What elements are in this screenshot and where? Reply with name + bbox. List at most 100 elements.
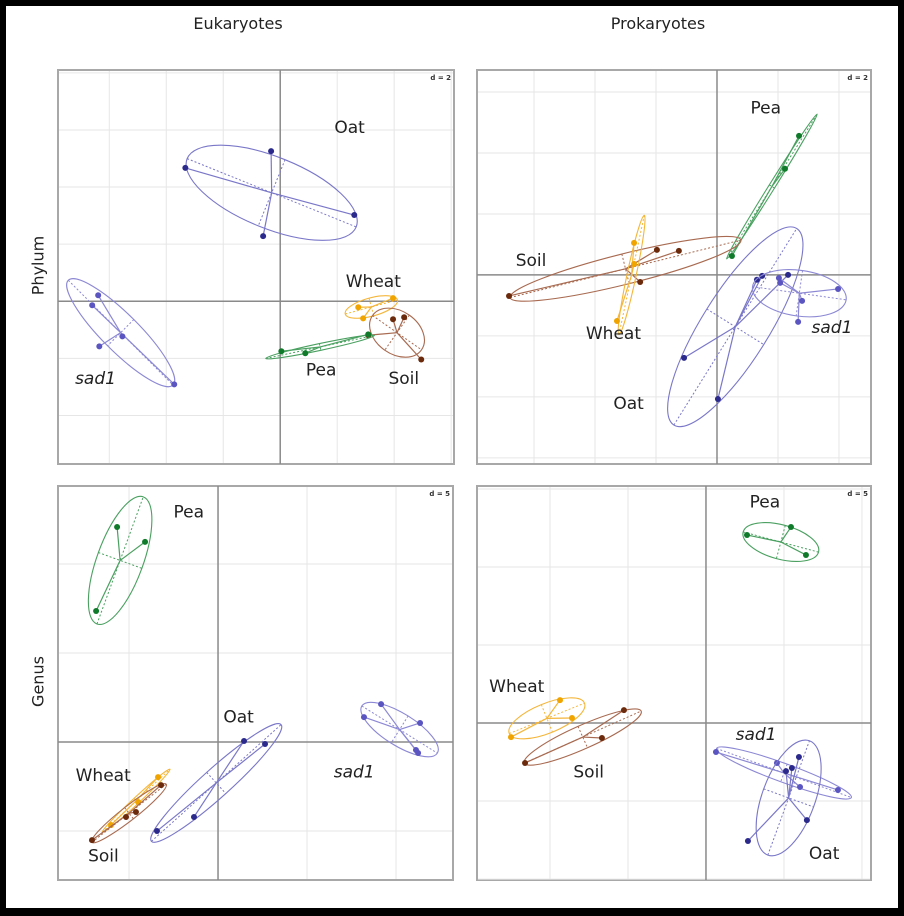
data-point-oat: [241, 737, 248, 744]
data-point-sad1: [119, 333, 126, 340]
group-label-wheat: Wheat: [489, 677, 544, 697]
data-point-sad1: [95, 292, 102, 299]
data-point-sad1: [834, 786, 841, 793]
data-point-sad1: [797, 784, 804, 791]
ellipse-major-axis: [673, 228, 798, 426]
ellipse-major-axis: [345, 299, 398, 315]
data-point-pea: [114, 523, 121, 530]
star-segment: [797, 293, 800, 322]
data-point-oat: [795, 754, 802, 761]
data-point-oat: [788, 764, 795, 771]
data-point-sad1: [417, 719, 424, 726]
ellipse-minor-axis: [621, 253, 630, 284]
group-label-oat: Oat: [334, 118, 365, 138]
group-sad1: sad1: [334, 701, 439, 783]
star-segment: [683, 326, 736, 359]
data-point-sad1: [415, 750, 422, 757]
star-segment: [156, 782, 217, 832]
star-segment: [582, 709, 625, 738]
star-segment: [193, 782, 217, 818]
data-point-oat: [351, 212, 358, 219]
group-label-soil: Soil: [388, 369, 419, 389]
data-point-soil: [506, 292, 513, 299]
data-point-oat: [262, 740, 269, 747]
data-point-sad1: [378, 701, 385, 708]
star-segment: [185, 167, 272, 194]
star-segment: [95, 560, 121, 612]
data-point-wheat: [568, 715, 575, 722]
data-point-soil: [88, 837, 95, 844]
ellipse-minor-axis: [769, 184, 775, 189]
data-point-pea: [787, 524, 794, 531]
group-label-pea: Pea: [174, 503, 205, 523]
star-segment: [746, 534, 781, 543]
group-label-soil: Soil: [88, 846, 119, 866]
group-label-sad1: sad1: [736, 725, 777, 745]
data-point-wheat: [631, 239, 638, 246]
data-point-sad1: [712, 749, 719, 756]
data-point-sad1: [360, 714, 367, 721]
ellipse-major-axis: [67, 279, 174, 386]
group-pea: Pea: [265, 331, 375, 380]
star-segment: [524, 736, 583, 764]
data-point-oat: [782, 768, 789, 775]
panel-3: d = 5 Pea Wheat Soil sad1 Oat: [476, 485, 872, 881]
star-segment: [116, 526, 121, 561]
star-segment: [582, 736, 602, 739]
ellipse-pea: [87, 495, 153, 626]
data-point-pea: [278, 348, 285, 355]
data-point-sad1: [171, 381, 178, 388]
group-label-pea: Pea: [751, 98, 782, 118]
panel-border: [57, 485, 454, 881]
grid-scale-label: d = 5: [429, 490, 450, 498]
data-point-pea: [796, 132, 803, 139]
data-point-soil: [653, 246, 660, 253]
ellipse-major-axis: [265, 334, 375, 359]
star-segment: [97, 294, 122, 333]
data-point-soil: [401, 314, 408, 321]
star-segment: [98, 332, 122, 347]
panel-0: d = 2 Oat sad1 Wheat Soil Pea: [57, 69, 455, 465]
group-label-pea: Pea: [750, 493, 781, 513]
star-segment: [625, 249, 658, 270]
data-point-oat: [744, 837, 751, 844]
star-segment: [215, 743, 266, 784]
group-wheat: Wheat: [489, 677, 586, 741]
data-point-wheat: [556, 697, 563, 704]
grid-scale-label: d = 2: [847, 74, 868, 82]
data-point-soil: [522, 759, 529, 766]
group-soil: Soil: [365, 307, 425, 389]
star-segment: [771, 135, 800, 187]
star-segment: [120, 332, 175, 385]
data-point-soil: [158, 782, 165, 789]
data-point-wheat: [108, 821, 115, 828]
star-segment: [780, 541, 807, 556]
star-segment: [319, 333, 369, 348]
data-point-oat: [803, 817, 810, 824]
data-point-sad1: [96, 343, 103, 350]
star-segment: [616, 274, 633, 322]
group-pea: Pea: [87, 495, 205, 626]
group-oat: Oat: [744, 739, 840, 864]
panel-1: d = 2 Pea Soil Wheat Oat sad1: [476, 69, 872, 465]
group-label-oat: Oat: [809, 844, 840, 864]
group-label-oat: Oat: [613, 394, 644, 414]
group-soil: Soil: [88, 782, 168, 866]
data-point-sad1: [89, 302, 96, 309]
star-segment: [734, 279, 758, 328]
data-point-wheat: [155, 774, 162, 781]
group-label-sad1: sad1: [75, 369, 116, 389]
data-point-oat: [753, 276, 760, 283]
group-label-soil: Soil: [573, 763, 604, 783]
data-point-wheat: [613, 317, 620, 324]
star-segment: [747, 797, 790, 842]
data-point-oat: [714, 396, 721, 403]
star-segment: [778, 277, 800, 294]
star-segment: [780, 526, 792, 543]
star-segment: [128, 784, 162, 814]
group-label-sad1: sad1: [812, 318, 853, 338]
star-segment: [771, 168, 786, 187]
data-point-soil: [675, 247, 682, 254]
data-point-oat: [182, 164, 189, 171]
